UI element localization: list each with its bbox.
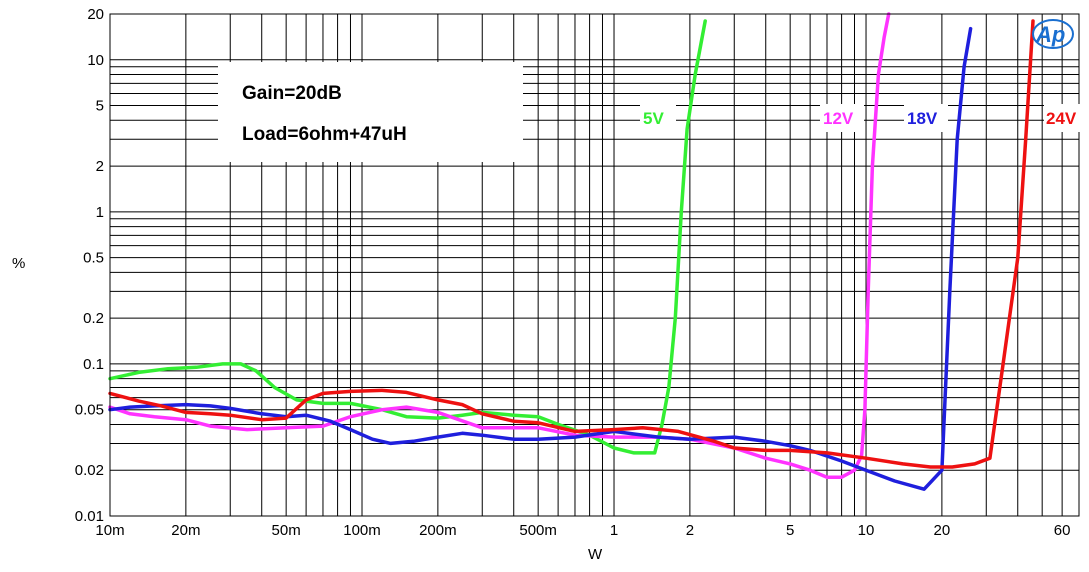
y-tick-label: 0.05: [75, 402, 104, 419]
annotation-box: Gain=20dB Load=6ohm+47uH: [218, 62, 523, 162]
svg-text:Ap: Ap: [1035, 22, 1065, 47]
y-tick-label: 0.01: [75, 508, 104, 525]
x-tick-label: 10m: [95, 522, 124, 539]
y-tick-label: 5: [96, 98, 104, 115]
label-bg-24v: [1044, 104, 1088, 132]
y-tick-label: 1: [96, 204, 104, 221]
x-tick-label: 100m: [343, 522, 381, 539]
series-line-24v: [108, 19, 1035, 469]
y-tick-label: 0.1: [83, 356, 104, 373]
ap-logo-icon: Ap: [1032, 19, 1074, 49]
series-label-18v: 18V: [907, 109, 938, 128]
x-tick-label: 20: [934, 522, 951, 539]
annotation-background: [218, 62, 523, 162]
x-tick-label: 10: [858, 522, 875, 539]
x-tick-labels: 10m 20m 50m 100m 200m 500m 1 2 5 10 20 60: [95, 522, 1070, 539]
label-bg-18v: [904, 104, 948, 132]
y-tick-labels: 0.01 0.02 0.05 0.1 0.2 0.5 1 2 5 10 20: [75, 6, 104, 525]
series-line-12v: [108, 12, 891, 479]
x-tick-label: 1: [610, 522, 618, 539]
x-tick-label: 500m: [519, 522, 557, 539]
y-tick-label: 0.5: [83, 250, 104, 267]
y-axis-label: %: [12, 255, 25, 272]
y-tick-label: 0.2: [83, 310, 104, 327]
series-line-5v: [108, 19, 707, 455]
y-tick-label: 10: [87, 52, 104, 69]
series-label-12v: 12V: [823, 109, 854, 128]
x-tick-label: 20m: [171, 522, 200, 539]
plot-frame: [109, 13, 1080, 517]
y-tick-label: 20: [87, 6, 104, 23]
y-tick-label: 0.02: [75, 462, 104, 479]
series-label-5v: 5V: [643, 109, 664, 128]
x-tick-label: 60: [1054, 522, 1071, 539]
x-tick-label: 200m: [419, 522, 457, 539]
x-tick-label: 50m: [272, 522, 301, 539]
series-labels: 5V 12V 18V 24V: [640, 104, 1088, 132]
series-line-18v: [108, 26, 973, 491]
x-axis-label: W: [588, 546, 603, 563]
x-tick-label: 2: [686, 522, 694, 539]
series-label-24v: 24V: [1046, 109, 1077, 128]
y-tick-label: 2: [96, 158, 104, 175]
label-bg-12v: [820, 104, 864, 132]
annotation-gain: Gain=20dB: [242, 83, 342, 104]
label-bg-5v: [640, 104, 676, 132]
annotation-load: Load=6ohm+47uH: [242, 124, 407, 145]
x-tick-label: 5: [786, 522, 794, 539]
series-layer: [108, 12, 1035, 491]
